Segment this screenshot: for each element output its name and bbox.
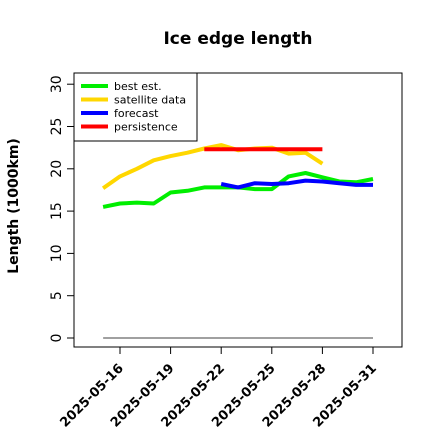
legend: best est.satellite dataforecastpersisten… [73,72,198,142]
legend-label-best-est-: best est. [114,80,162,93]
y-tick-label: 30 [49,75,65,93]
series-line-best-est- [102,171,374,209]
y-tick-label: 15 [49,202,65,220]
plot-lines [101,143,374,339]
legend-label-forecast: forecast [114,107,159,120]
legend-label-persistence: persistence [114,121,178,134]
y-tick-label: 0 [49,334,65,343]
y-axis-label: Length (1000km) [6,138,22,274]
y-tick-label: 25 [49,118,65,136]
y-tick-label: 20 [49,160,65,178]
plot-frame [73,72,403,348]
series-line-satellite-data [101,143,324,190]
x-axis: 2025-05-162025-05-192025-05-222025-05-25… [57,347,380,431]
chart-title: Ice edge length [163,29,312,49]
legend-label-satellite-data: satellite data [114,94,186,107]
y-tick-label: 5 [49,291,65,300]
y-axis: 0 5 10 15 20 25 30 [49,75,74,342]
series-line-forecast [220,178,373,190]
y-tick-label: 10 [49,244,65,262]
